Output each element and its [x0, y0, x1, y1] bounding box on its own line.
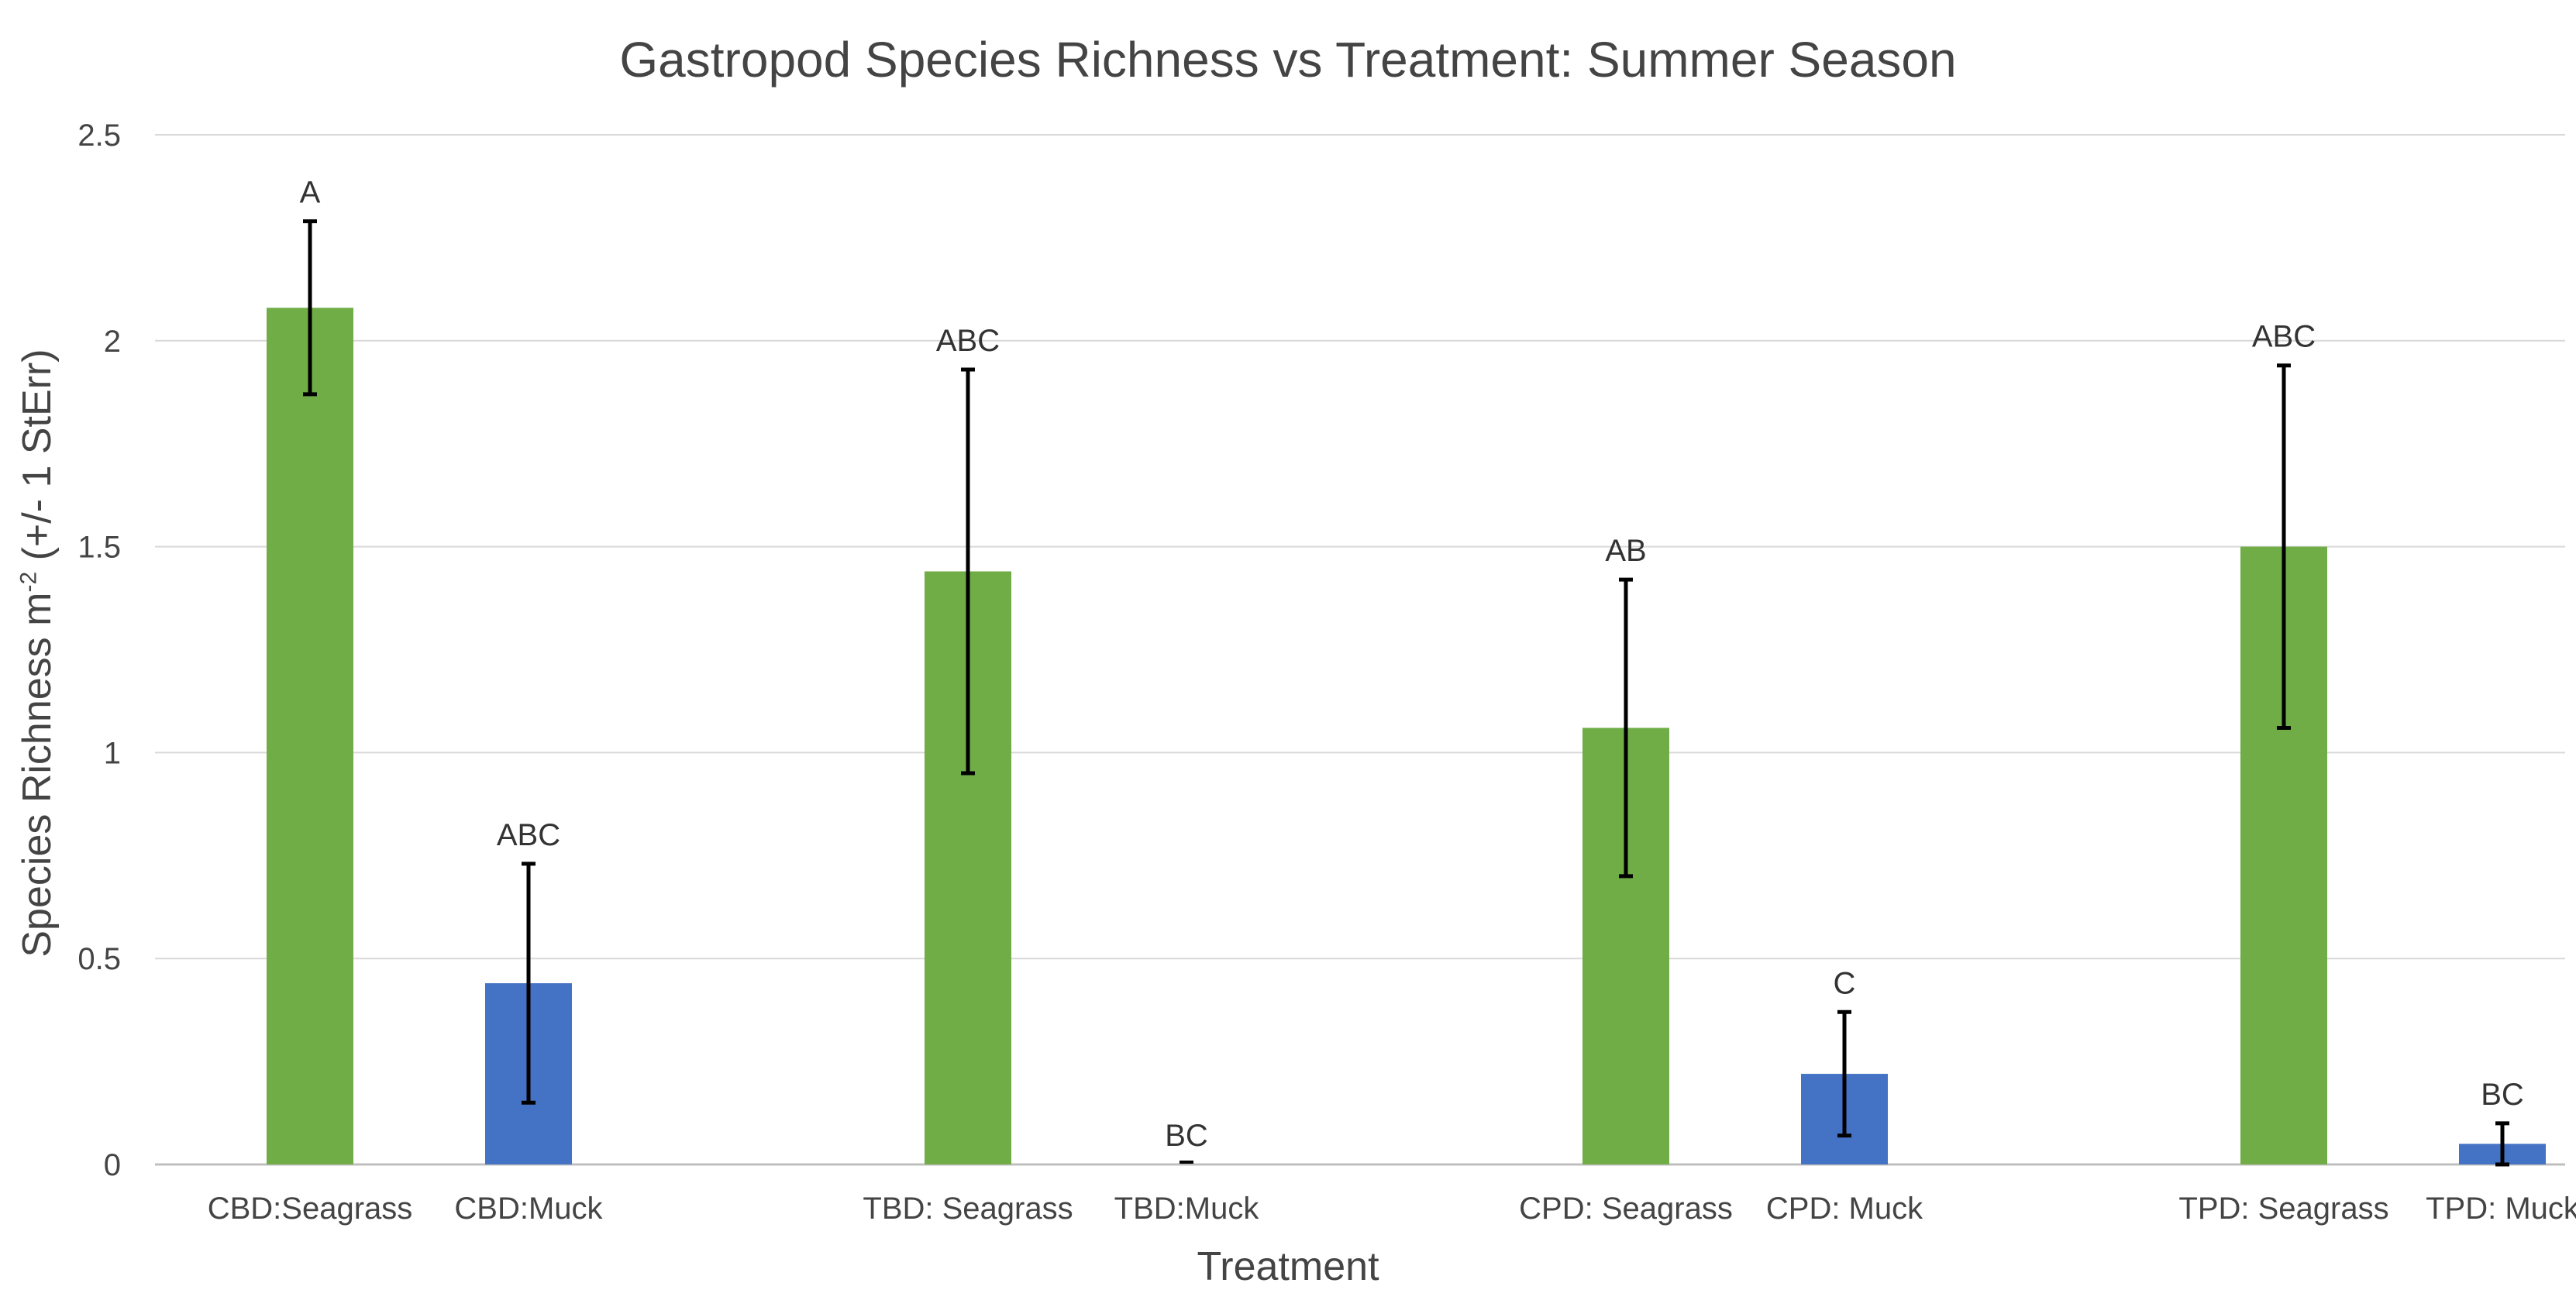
significance-label: AB: [1605, 534, 1646, 568]
x-tick-label: CBD:Muck: [454, 1192, 603, 1226]
significance-label: BC: [1165, 1119, 1208, 1153]
significance-label: A: [300, 176, 321, 210]
x-tick-label: CPD: Seagrass: [1519, 1192, 1733, 1226]
significance-label: ABC: [936, 324, 1000, 358]
y-tick-label: 2.5: [77, 119, 121, 153]
chart-title: Gastropod Species Richness vs Treatment:…: [619, 32, 1957, 88]
significance-label: ABC: [497, 818, 560, 852]
x-tick-label: TPD: Muck: [2426, 1192, 2576, 1226]
x-tick-label: TBD: Seagrass: [863, 1192, 1073, 1226]
y-tick-label: 1.5: [77, 531, 121, 565]
x-tick-label: TPD: Seagrass: [2178, 1192, 2388, 1226]
y-tick-label: 1: [104, 736, 121, 770]
x-tick-label: CBD:Seagrass: [208, 1192, 413, 1226]
significance-label: BC: [2481, 1078, 2524, 1112]
significance-label: ABC: [2252, 320, 2316, 354]
bar-1: [267, 308, 353, 1165]
y-tick-label: 0: [104, 1148, 121, 1182]
x-tick-label: CPD: Muck: [1766, 1192, 1923, 1226]
y-tick-label: 0.5: [77, 942, 121, 976]
y-tick-label: 2: [104, 325, 121, 359]
significance-label: C: [1834, 966, 1856, 1000]
x-axis-title: Treatment: [1197, 1244, 1379, 1289]
x-tick-label: TBD:Muck: [1114, 1192, 1260, 1226]
